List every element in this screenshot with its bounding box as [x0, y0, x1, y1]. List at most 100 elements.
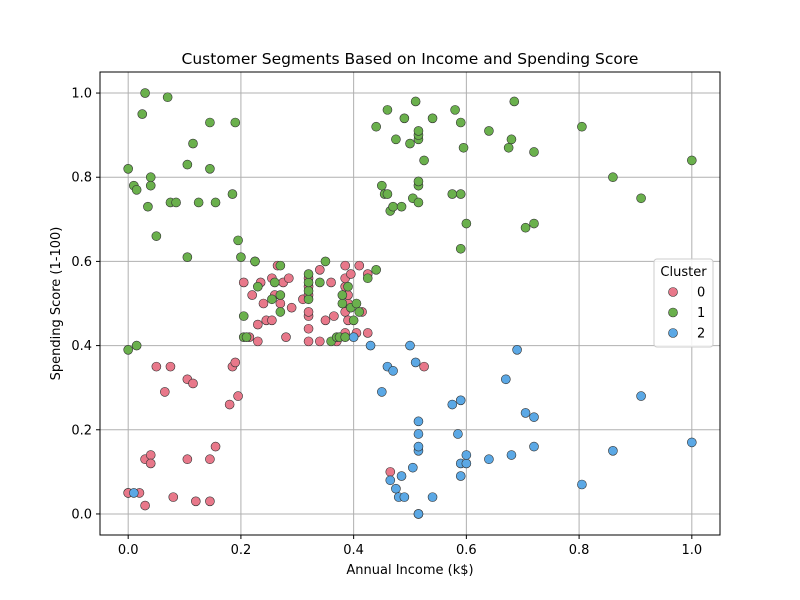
point-cluster-1 [362, 273, 373, 284]
point-cluster-0 [315, 336, 325, 347]
y-tick-label: 0.6 [71, 255, 92, 270]
point-cluster-1 [227, 189, 238, 199]
point-cluster-0 [168, 492, 179, 502]
point-cluster-0 [165, 361, 176, 372]
point-cluster-0 [281, 332, 291, 342]
point-cluster-1 [210, 197, 221, 208]
point-cluster-1 [162, 92, 173, 103]
legend-box [653, 258, 714, 348]
point-cluster-2 [391, 483, 401, 494]
point-cluster-2 [377, 387, 387, 397]
point-cluster-0 [233, 391, 243, 401]
point-cluster-1 [315, 277, 325, 288]
point-cluster-1 [275, 307, 286, 317]
point-cluster-0 [340, 260, 350, 271]
point-cluster-2 [455, 395, 466, 406]
point-cluster-1 [143, 201, 153, 212]
point-cluster-0 [140, 500, 150, 511]
point-cluster-1 [340, 332, 350, 342]
point-cluster-2 [427, 492, 438, 502]
point-cluster-0 [247, 290, 257, 300]
point-cluster-0 [286, 302, 297, 313]
y-tick-label: 0.4 [71, 339, 92, 354]
point-cluster-2 [410, 357, 421, 368]
point-cluster-0 [230, 357, 241, 368]
chart-title: Customer Segments Based on Income and Sp… [182, 50, 639, 68]
point-cluster-2 [447, 399, 458, 410]
point-cluster-1 [529, 218, 539, 229]
point-cluster-1 [461, 218, 472, 229]
point-cluster-2 [365, 340, 376, 351]
point-cluster-0 [303, 336, 314, 347]
point-cluster-2 [129, 488, 139, 498]
point-cluster-2 [388, 366, 398, 376]
point-cluster-1 [188, 138, 198, 149]
y-tick-label: 1.0 [71, 87, 92, 102]
x-tick-label: 1.0 [681, 543, 702, 558]
point-cluster-2 [529, 412, 539, 422]
point-cluster-1 [484, 126, 494, 136]
point-cluster-2 [577, 479, 587, 490]
point-cluster-0 [182, 454, 193, 465]
point-cluster-0 [329, 311, 339, 321]
point-cluster-1 [145, 180, 156, 191]
point-cluster-1 [193, 197, 204, 208]
legend-label-2: 2 [697, 327, 705, 342]
point-cluster-2 [636, 391, 646, 401]
point-cluster-2 [501, 374, 511, 385]
x-tick-label: 0.4 [343, 543, 364, 558]
point-cluster-1 [371, 121, 381, 132]
point-cluster-0 [315, 265, 325, 275]
point-cluster-1 [450, 105, 460, 115]
point-cluster-0 [191, 496, 201, 507]
point-cluster-1 [506, 134, 517, 145]
point-cluster-1 [399, 113, 410, 124]
point-cluster-0 [160, 387, 170, 397]
point-cluster-1 [171, 197, 181, 208]
point-cluster-1 [137, 109, 148, 119]
point-cluster-1 [636, 193, 646, 204]
point-cluster-0 [303, 323, 314, 334]
point-cluster-1 [267, 294, 277, 305]
point-cluster-0 [205, 454, 215, 465]
point-cluster-1 [455, 189, 466, 199]
point-cluster-1 [382, 105, 393, 115]
legend-label-0: 0 [697, 286, 705, 301]
point-cluster-2 [512, 344, 522, 355]
point-cluster-1 [427, 113, 438, 124]
point-cluster-1 [303, 286, 314, 296]
point-cluster-1 [238, 311, 249, 321]
point-cluster-1 [123, 164, 133, 174]
point-cluster-1 [250, 256, 260, 267]
point-cluster-1 [145, 172, 156, 183]
point-cluster-0 [419, 361, 429, 372]
point-cluster-0 [258, 298, 269, 309]
point-cluster-2 [484, 454, 494, 465]
point-cluster-2 [413, 429, 424, 439]
point-cluster-1 [455, 117, 466, 128]
point-cluster-0 [362, 328, 373, 338]
point-cluster-1 [413, 197, 424, 208]
point-cluster-1 [205, 164, 215, 174]
x-tick-label: 0.6 [456, 543, 477, 558]
point-cluster-2 [529, 441, 539, 452]
point-cluster-2 [520, 408, 531, 418]
point-cluster-1 [303, 269, 314, 279]
point-cluster-2 [608, 446, 618, 456]
point-cluster-1 [140, 88, 150, 98]
point-cluster-1 [608, 172, 618, 183]
point-cluster-1 [371, 265, 381, 275]
point-cluster-0 [326, 277, 336, 288]
point-cluster-2 [399, 492, 410, 502]
point-cluster-0 [151, 361, 162, 372]
point-cluster-1 [337, 298, 348, 309]
point-cluster-1 [303, 294, 314, 305]
point-cluster-0 [210, 441, 221, 452]
point-cluster-2 [413, 441, 424, 452]
point-cluster-1 [405, 138, 415, 149]
point-cluster-1 [687, 155, 697, 166]
point-cluster-1 [509, 96, 520, 107]
point-cluster-0 [267, 315, 277, 326]
point-cluster-2 [396, 471, 407, 481]
